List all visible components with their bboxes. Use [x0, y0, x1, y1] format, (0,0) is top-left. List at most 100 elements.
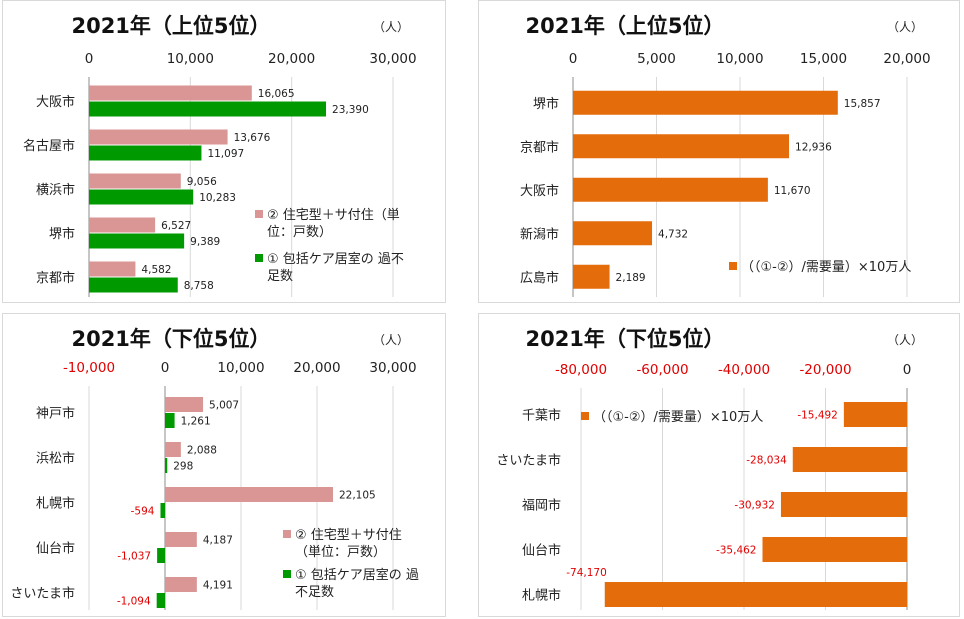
chart-title: 2021年（下位5位） — [71, 327, 270, 351]
tick-label: -10,000 — [63, 360, 115, 376]
data-bar — [165, 442, 181, 457]
data-label: 4,191 — [203, 580, 233, 592]
data-bar — [89, 261, 136, 277]
legend-label: （（①-②）/需要量）×10万人 — [741, 260, 911, 275]
data-bar — [89, 217, 156, 233]
chart-svg: 2021年（上位5位） （人） 0 5,000 10,000 15,000 20,000 堺市… — [520, 14, 931, 297]
data-bar — [165, 577, 197, 592]
tick-label: 10,000 — [167, 51, 214, 67]
data-label: 13,676 — [234, 132, 271, 144]
data-label: 2,088 — [187, 445, 217, 457]
category-label: 堺市 — [533, 96, 559, 112]
data-label: 22,105 — [339, 490, 376, 502]
tick-label: -80,000 — [555, 362, 607, 378]
legend-swatch — [581, 412, 589, 420]
data-label: 9,056 — [187, 176, 217, 188]
legend-label: ② 住宅型＋サ付住（単 — [267, 207, 400, 223]
data-bar — [89, 173, 181, 189]
tick-label: -40,000 — [718, 362, 770, 378]
data-label: -1,094 — [117, 596, 151, 608]
data-bar — [89, 101, 327, 117]
tick-label: 20,000 — [293, 360, 340, 376]
data-label: -74,170 — [566, 567, 607, 579]
legend-label: 位：戸数） — [267, 225, 332, 240]
data-bar — [160, 503, 165, 518]
data-label: 16,065 — [258, 88, 295, 100]
data-bar — [89, 145, 202, 161]
tick-label: 10,000 — [716, 51, 763, 67]
chart-panel-bottom5-ratio: 2021年（下位5位） （人） -80,000 -60,000 -40,000 -20,0… — [478, 313, 960, 617]
legend-label: ① 包括ケア居室の 過不 — [267, 251, 404, 267]
data-label: -15,492 — [797, 410, 838, 422]
unit-label: （人） — [887, 333, 923, 347]
data-bar — [165, 397, 204, 412]
data-bar — [792, 447, 907, 472]
data-bar — [89, 277, 178, 293]
category-label: 札幌市 — [36, 496, 75, 512]
category-label: 仙台市 — [522, 543, 561, 559]
category-label: 京都市 — [520, 139, 559, 155]
legend-swatch — [283, 530, 291, 538]
chart-svg: 2021年（下位5位） （人） -80,000 -60,000 -40,000 -20,0… — [496, 327, 923, 610]
data-bar — [573, 264, 610, 289]
chart-svg: 2021年（下位5位） （人） -10,000 0 10,000 20,000 30,000… — [10, 327, 419, 610]
data-label: 15,857 — [844, 98, 881, 110]
category-label: さいたま市 — [10, 586, 75, 602]
data-bar — [165, 458, 168, 473]
data-bar — [573, 221, 653, 246]
data-bar — [89, 189, 194, 205]
category-label: 広島市 — [520, 270, 559, 286]
data-bar — [604, 582, 907, 607]
data-bar — [165, 487, 333, 502]
data-label: 2,189 — [616, 272, 646, 284]
category-label: 大阪市 — [36, 94, 75, 110]
data-label: -28,034 — [746, 455, 787, 467]
legend-swatch — [729, 262, 737, 270]
data-label: 10,283 — [199, 192, 236, 204]
data-label: 298 — [173, 461, 193, 473]
tick-label: 20,000 — [268, 51, 315, 67]
tick-label: -60,000 — [636, 362, 688, 378]
data-bar — [89, 233, 185, 249]
category-label: さいたま市 — [496, 453, 561, 469]
tick-label: 10,000 — [217, 360, 264, 376]
category-label: 堺市 — [49, 226, 75, 242]
category-label: 福岡市 — [522, 498, 561, 514]
legend-swatch — [255, 254, 263, 262]
chart-title: 2021年（上位5位） — [525, 14, 724, 38]
chart-panel-bottom5-supply: 2021年（下位5位） （人） -10,000 0 10,000 20,000 30,000… — [2, 313, 446, 617]
data-label: 4,732 — [658, 228, 688, 240]
data-label: 4,187 — [203, 535, 233, 547]
legend-swatch — [255, 210, 263, 218]
data-label: 23,390 — [332, 104, 369, 116]
chart-title: 2021年（下位5位） — [525, 327, 724, 351]
data-label: -30,932 — [734, 500, 775, 512]
category-label: 浜松市 — [36, 451, 75, 467]
legend-label: （単位：戸数） — [295, 544, 386, 560]
tick-label: 30,000 — [369, 360, 416, 376]
chart-svg: 2021年（上位5位） （人） 0 10,000 20,000 30,000 大阪市名古屋市… — [23, 14, 417, 297]
unit-label: （人） — [887, 20, 923, 34]
data-bar — [843, 402, 907, 427]
data-bar — [762, 537, 907, 562]
data-bar — [780, 492, 907, 517]
tick-label: 5,000 — [637, 51, 676, 67]
data-label: 1,261 — [181, 416, 211, 428]
tick-label: 0 — [85, 51, 94, 67]
data-label: -1,037 — [117, 551, 151, 563]
chart-title: 2021年（上位5位） — [71, 14, 270, 38]
data-label: -35,462 — [716, 545, 757, 557]
category-label: 横浜市 — [36, 182, 75, 198]
legend-label: ② 住宅型＋サ付住 — [295, 528, 402, 543]
legend-label: （（①-②）/需要量）×10万人 — [593, 410, 763, 425]
data-bar — [89, 129, 228, 145]
data-label: 11,670 — [774, 185, 811, 197]
legend-label: ① 包括ケア居室の 過 — [295, 567, 419, 583]
data-label: 11,097 — [207, 148, 244, 160]
legend-label: 足数 — [267, 269, 293, 284]
unit-label: （人） — [373, 333, 409, 347]
category-label: 新潟市 — [520, 226, 559, 242]
category-label: 名古屋市 — [23, 138, 75, 154]
data-bar — [157, 548, 165, 563]
